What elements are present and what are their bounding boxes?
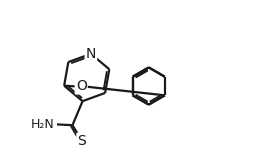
- Text: H₂N: H₂N: [31, 118, 55, 131]
- Text: N: N: [86, 47, 96, 61]
- Text: O: O: [76, 80, 87, 93]
- Text: S: S: [77, 134, 86, 148]
